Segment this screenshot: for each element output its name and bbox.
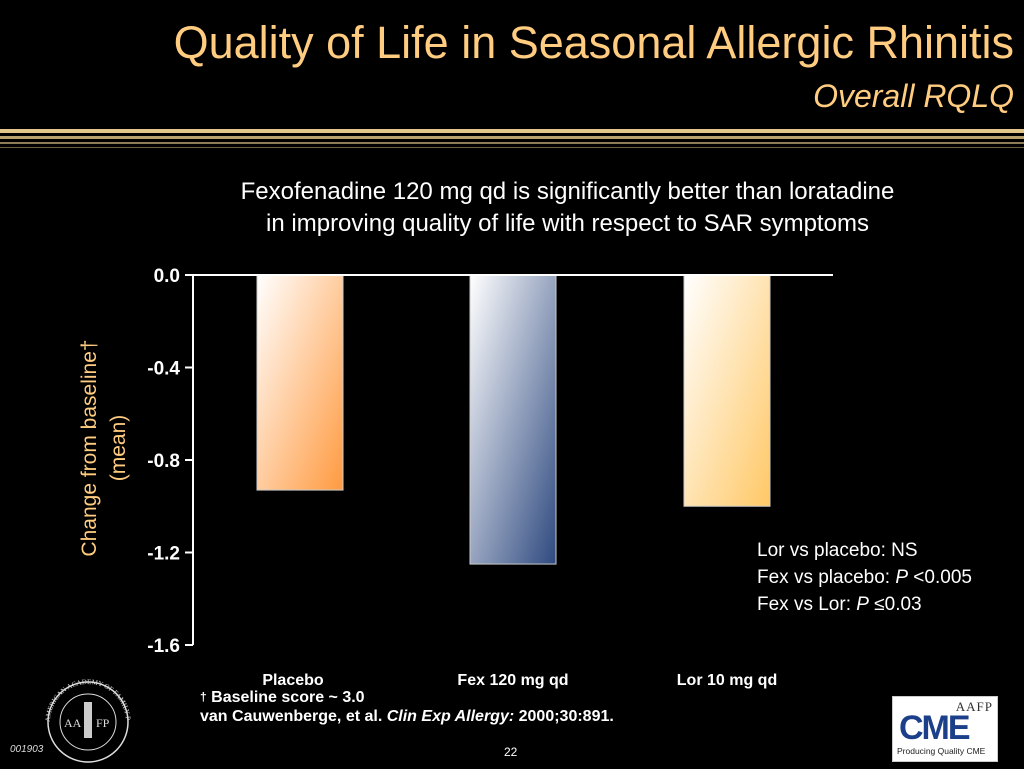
header-rule-1	[0, 129, 1024, 133]
x-category-label: Placebo	[262, 672, 324, 689]
aafp-cme-logo: AAFP CME Producing Quality CME	[892, 696, 998, 762]
y-axis-label-line-2: (mean)	[107, 415, 130, 482]
y-tick-label: -0.8	[147, 451, 180, 472]
y-tick-label: -1.6	[147, 636, 180, 657]
statement-line-2: in improving quality of life with respec…	[266, 210, 869, 237]
stat-fex-vs-lor: Fex vs Lor: P ≤0.03	[757, 594, 922, 615]
chart-bars	[256, 274, 771, 565]
x-axis-labels: Placebo Fex 120 mg qd Lor 10 mg qd	[262, 672, 777, 689]
svg-text:FP: FP	[96, 716, 110, 730]
footnote: † Baseline score ~ 3.0 van Cauwenberge, …	[200, 688, 614, 726]
y-tick-label: 0.0	[154, 266, 180, 287]
stat-fex-vs-placebo: Fex vs placebo: P <0.005	[757, 567, 972, 588]
y-tick-label: -1.2	[147, 544, 180, 565]
page-number: 22	[504, 745, 518, 759]
aafp-seal-logo: AMERICAN ACADEMY OF FAMILY PHYSICIANS AA…	[37, 670, 136, 769]
header-rule-3	[0, 142, 1024, 144]
bar-lor-10-mg-qd	[683, 274, 771, 507]
x-category-label: Fex 120 mg qd	[457, 672, 568, 689]
statement-line-1: Fexofenadine 120 mg qd is significantly …	[240, 178, 895, 205]
slide-title: Quality of Life in Seasonal Allergic Rhi…	[173, 17, 1014, 68]
statistics-box: Lor vs placebo: NS Fex vs placebo: P <0.…	[757, 537, 972, 618]
header-rule-4	[0, 147, 1024, 148]
y-tick-label: -0.4	[147, 359, 180, 380]
stat-lor-vs-placebo: Lor vs placebo: NS	[757, 540, 918, 561]
slide-subtitle: Overall RQLQ	[813, 78, 1014, 114]
y-axis-label-line-1: Change from baseline†	[78, 339, 101, 556]
svg-text:AA: AA	[64, 716, 82, 730]
x-category-label: Lor 10 mg qd	[677, 672, 777, 689]
citation: van Cauwenberge, et al. Clin Exp Allergy…	[200, 708, 614, 725]
baseline-footnote: † Baseline score ~ 3.0	[200, 689, 365, 706]
slide-code: 001903	[10, 744, 44, 755]
bar-placebo	[256, 274, 344, 491]
header-rule-2	[0, 136, 1024, 139]
y-axis-ticks: 0.0 -0.4 -0.8 -1.2 -1.6	[147, 266, 193, 657]
key-statement: Fexofenadine 120 mg qd is significantly …	[180, 176, 955, 240]
bar-fex-120-mg-qd	[469, 274, 557, 565]
